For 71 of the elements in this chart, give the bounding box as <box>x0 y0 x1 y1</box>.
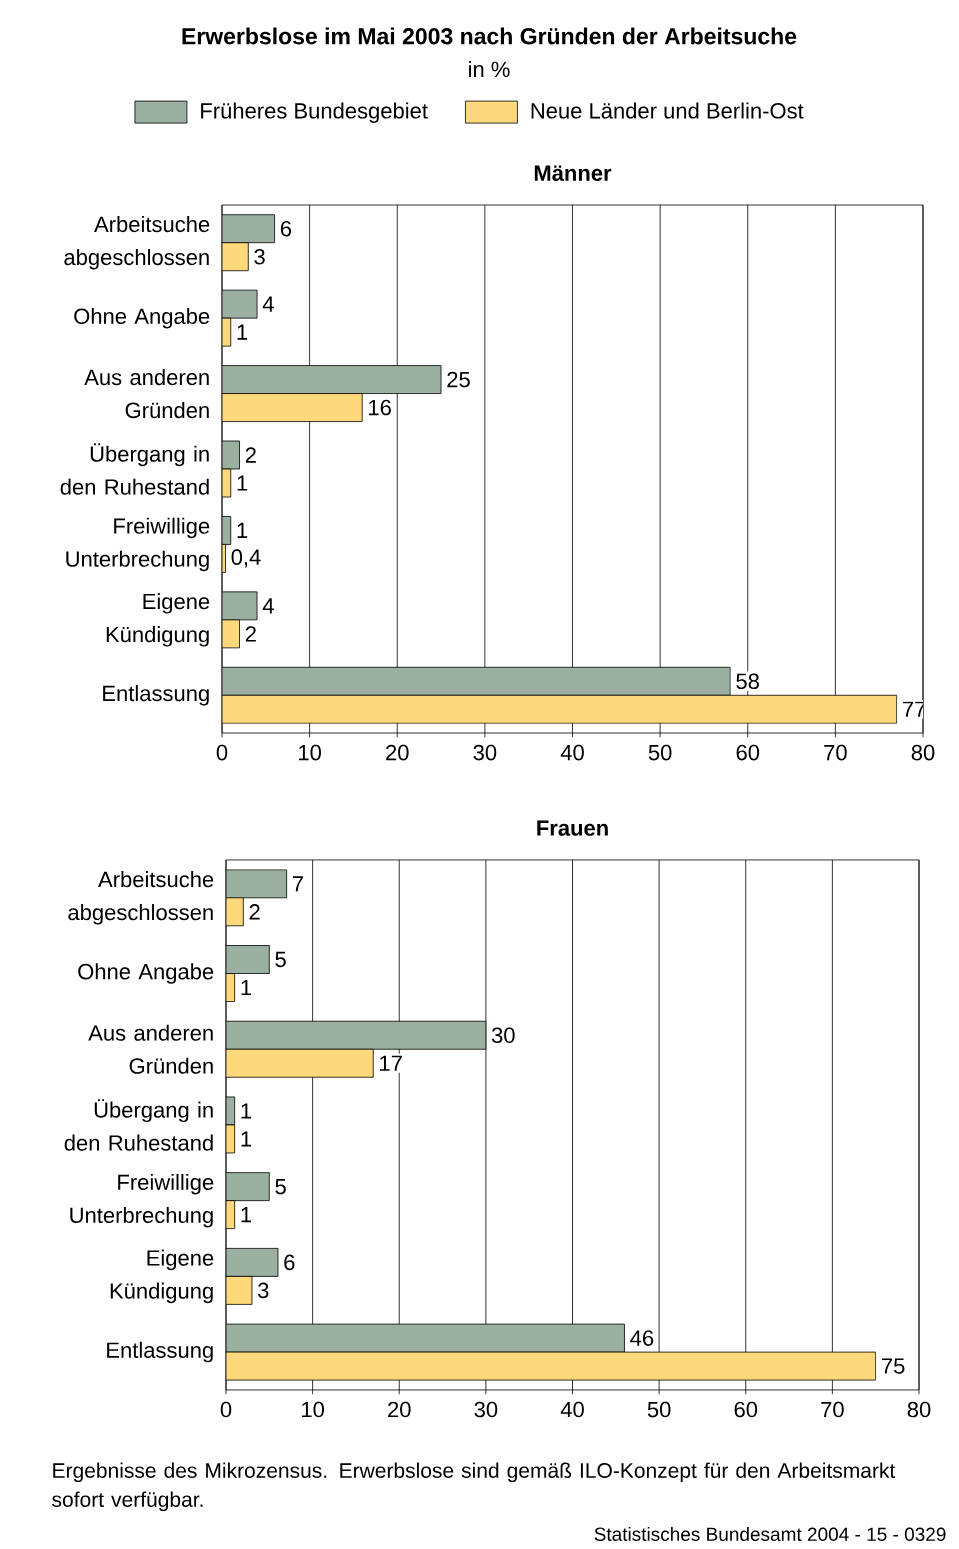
y-tick-label: Ohne Angabe <box>74 307 210 329</box>
data-label: 25 <box>447 371 470 388</box>
x-tick-label: 70 <box>821 1401 844 1418</box>
y-tick-label: Freiwillige Unterbrechung <box>66 517 210 572</box>
y-tick-label: Übergang in den Ruhestand <box>64 1099 213 1151</box>
text: Erwerbslose im Mai 2003 nach Gründen der Arbeitsuche <box>182 27 797 45</box>
x-tick-label: 50 <box>648 744 672 761</box>
data-label: 75 <box>882 1358 905 1374</box>
text: Statistisches Bundesamt 2004 - 15 - 0329 <box>594 1527 946 1541</box>
text: in % <box>469 60 510 78</box>
x-tick-label: 70 <box>824 744 847 761</box>
bar <box>222 666 731 696</box>
data-label: 7 <box>293 876 304 892</box>
x-tick-label: 80 <box>907 1401 931 1418</box>
data-label: 0,4 <box>231 549 261 568</box>
y-tick-label: Ohne Angabe <box>78 963 214 984</box>
bar <box>222 214 276 244</box>
data-label: 17 <box>380 1055 402 1071</box>
x-tick-label: 60 <box>734 1401 758 1418</box>
x-tick-label: 20 <box>386 744 409 761</box>
data-label: 1 <box>241 1103 252 1119</box>
data-label: 3 <box>258 1282 269 1299</box>
x-tick-label: 20 <box>388 1401 411 1418</box>
data-label: 1 <box>241 979 252 996</box>
bar <box>226 1048 374 1078</box>
data-label: 2 <box>245 447 256 463</box>
data-label: 4 <box>262 598 274 614</box>
data-label: 4 <box>262 296 274 312</box>
data-label: 58 <box>736 673 759 690</box>
x-tick-label: 60 <box>736 744 760 761</box>
data-label: 1 <box>241 1207 252 1223</box>
data-label: 1 <box>237 324 248 340</box>
data-label: 6 <box>280 220 292 237</box>
legend-label: Neue Länder und Berlin-Ost <box>531 102 804 119</box>
data-label: 1 <box>237 522 248 538</box>
data-label: 16 <box>369 399 391 416</box>
data-label: 2 <box>245 626 256 642</box>
y-tick-label: Eigene Kündigung <box>106 593 210 647</box>
x-tick-label: 10 <box>299 744 322 761</box>
x-tick-label: 40 <box>560 1401 584 1418</box>
x-tick-label: 40 <box>560 744 584 761</box>
x-tick-label: 30 <box>473 744 497 761</box>
y-tick-label: Entlassung <box>103 685 209 706</box>
y-tick-label: Freiwillige Unterbrechung <box>70 1173 214 1228</box>
data-label: 1 <box>237 475 248 491</box>
y-tick-label: Aus anderen Gründen <box>88 1024 213 1074</box>
y-tick-label: Entlassung <box>107 1341 213 1363</box>
data-label: 5 <box>275 1178 286 1195</box>
data-label: 5 <box>275 951 286 968</box>
data-label: 30 <box>491 1027 515 1044</box>
chart-title: Frauen <box>537 820 608 836</box>
x-tick-label: 80 <box>911 744 935 761</box>
data-label: 3 <box>254 248 265 265</box>
x-tick-label: 0 <box>220 1401 232 1418</box>
data-label: 46 <box>630 1330 654 1346</box>
chart-title: Männer <box>534 165 612 181</box>
x-tick-label: 10 <box>302 1401 325 1418</box>
y-tick-label: Übergang in den Ruhestand <box>60 443 209 495</box>
y-tick-label: Aus anderen Gründen <box>84 368 209 419</box>
data-label: 2 <box>249 904 260 920</box>
y-tick-label: Arbeitsuche abgeschlossen <box>64 215 210 270</box>
x-tick-label: 30 <box>474 1401 498 1418</box>
data-label: 6 <box>284 1254 295 1271</box>
y-tick-label: Arbeitsuche abgeschlossen <box>68 871 214 925</box>
x-tick-label: 50 <box>647 1401 671 1418</box>
y-tick-label: Eigene Kündigung <box>110 1249 214 1304</box>
legend-label: Früheres Bundesgebiet <box>201 102 428 123</box>
x-tick-label: 0 <box>216 744 228 761</box>
text: Ergebnisse des Mikrozensus. Erwerbslose sind gemäß ILO-Konzept für den Arbeitsmarkt sofort verfügbar. <box>52 1462 896 1512</box>
data-label: 1 <box>241 1131 252 1147</box>
bar <box>222 365 442 394</box>
